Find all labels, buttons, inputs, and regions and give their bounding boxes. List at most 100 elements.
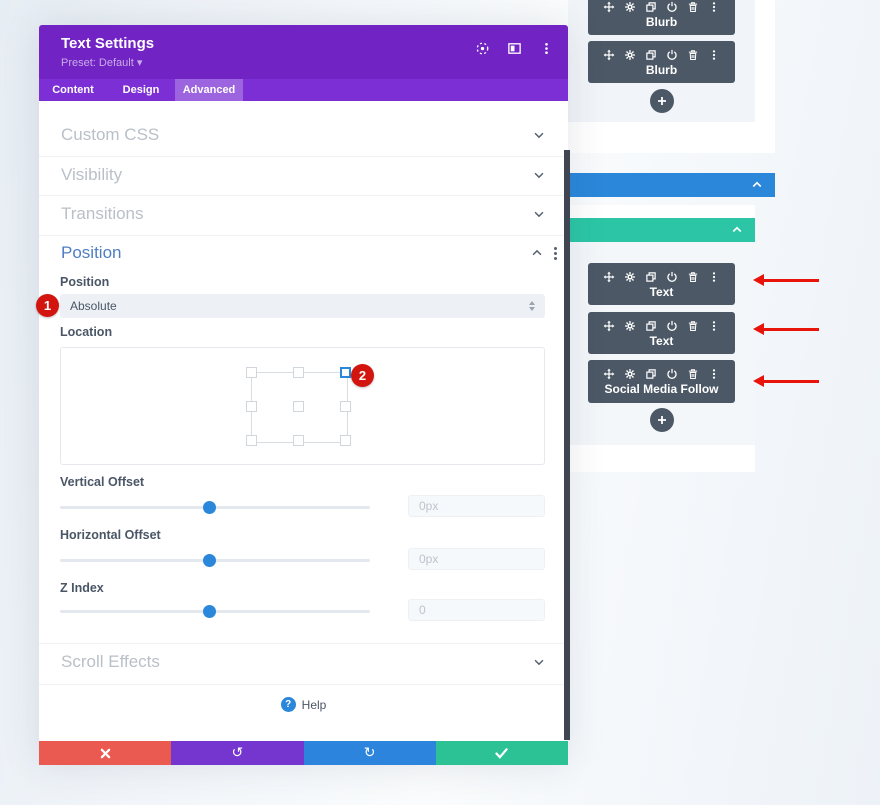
more-options-icon[interactable] — [539, 41, 554, 56]
settings-icon[interactable] — [624, 271, 636, 283]
duplicate-icon[interactable] — [645, 49, 657, 61]
divider — [39, 156, 568, 157]
section-visibility[interactable]: Visibility — [39, 155, 568, 194]
z-index-slider[interactable] — [60, 605, 370, 618]
divider — [39, 235, 568, 236]
options-icon[interactable] — [708, 320, 720, 332]
settings-icon[interactable] — [624, 368, 636, 380]
section-custom-css[interactable]: Custom CSS — [39, 115, 568, 154]
disable-icon[interactable] — [666, 368, 678, 380]
section-label: Transitions — [61, 203, 144, 223]
section-label: Custom CSS — [61, 124, 160, 144]
slider-handle[interactable] — [202, 554, 216, 567]
z-index-label: Z Index — [60, 581, 104, 595]
row-header-bar[interactable] — [566, 218, 755, 242]
section-header-bar[interactable] — [566, 173, 775, 197]
section-label: Position — [61, 243, 122, 262]
options-icon[interactable] — [708, 368, 720, 380]
tab-advanced[interactable]: Advanced — [175, 79, 243, 101]
divider — [39, 195, 568, 196]
location-bottom-right[interactable] — [340, 435, 351, 446]
location-bottom-left[interactable] — [246, 435, 257, 446]
chevron-down-icon — [534, 132, 544, 138]
section-options-icon[interactable] — [554, 246, 557, 260]
check-icon — [495, 747, 509, 759]
modal-tabs: Content Design Advanced — [39, 79, 568, 101]
move-icon[interactable] — [603, 1, 615, 13]
location-center-right[interactable] — [340, 401, 351, 412]
move-icon[interactable] — [603, 368, 615, 380]
add-module-button-bottom[interactable] — [650, 408, 674, 432]
delete-icon[interactable] — [687, 49, 699, 61]
location-bottom-center[interactable] — [293, 435, 304, 446]
horizontal-offset-label: Horizontal Offset — [60, 528, 161, 542]
move-icon[interactable] — [603, 49, 615, 61]
duplicate-icon[interactable] — [645, 320, 657, 332]
redo-button[interactable]: ↻ — [303, 741, 436, 765]
disable-icon[interactable] — [666, 1, 678, 13]
duplicate-icon[interactable] — [645, 1, 657, 13]
module-text-2[interactable]: Text — [588, 312, 735, 354]
disable-icon[interactable] — [666, 271, 678, 283]
z-index-input[interactable] — [408, 599, 545, 621]
undo-button[interactable]: ↺ — [171, 741, 304, 765]
options-icon[interactable] — [708, 1, 720, 13]
delete-icon[interactable] — [687, 368, 699, 380]
delete-icon[interactable] — [687, 320, 699, 332]
location-center-left[interactable] — [246, 401, 257, 412]
discard-button[interactable] — [39, 741, 172, 765]
options-icon[interactable] — [708, 271, 720, 283]
slider-handle[interactable] — [202, 501, 216, 514]
disable-icon[interactable] — [666, 49, 678, 61]
undo-icon: ↺ — [231, 745, 244, 761]
section-position[interactable]: Position — [61, 243, 557, 263]
annotation-arrow-3 — [753, 375, 819, 387]
module-text-1[interactable]: Text — [588, 263, 735, 305]
disable-icon[interactable] — [666, 320, 678, 332]
save-button[interactable] — [435, 741, 568, 765]
annotation-step-2: 2 — [351, 364, 374, 387]
expand-panel-icon[interactable] — [507, 41, 522, 56]
tab-content[interactable]: Content — [52, 84, 94, 96]
horizontal-offset-input[interactable] — [408, 548, 545, 570]
delete-icon[interactable] — [687, 1, 699, 13]
position-select[interactable]: Absolute — [60, 294, 545, 318]
tab-design[interactable]: Design — [122, 84, 160, 96]
duplicate-icon[interactable] — [645, 368, 657, 380]
location-top-center[interactable] — [293, 367, 304, 378]
delete-icon[interactable] — [687, 271, 699, 283]
settings-icon[interactable] — [624, 49, 636, 61]
preset-selector[interactable]: Preset: Default ▾ — [61, 57, 143, 69]
add-module-button-top[interactable] — [650, 89, 674, 113]
options-icon[interactable] — [708, 49, 720, 61]
location-center-center[interactable] — [293, 401, 304, 412]
horizontal-offset-slider[interactable] — [60, 554, 370, 567]
module-social-media-follow[interactable]: Social Media Follow — [588, 360, 735, 403]
vertical-offset-label: Vertical Offset — [60, 475, 145, 489]
module-blurb-2[interactable]: Blurb — [588, 41, 735, 83]
vertical-offset-input[interactable] — [408, 495, 545, 517]
select-stepper-icon — [529, 301, 535, 311]
module-label: Blurb — [645, 62, 678, 77]
section-scroll-effects[interactable]: Scroll Effects — [39, 642, 568, 681]
move-icon[interactable] — [603, 271, 615, 283]
section-label: Scroll Effects — [61, 651, 160, 671]
section-label: Visibility — [61, 164, 123, 184]
vertical-offset-slider[interactable] — [60, 501, 370, 514]
modal-scrollbar[interactable] — [564, 150, 570, 740]
focus-preview-icon[interactable] — [475, 41, 490, 56]
slider-handle[interactable] — [202, 605, 216, 618]
settings-icon[interactable] — [624, 1, 636, 13]
help-link[interactable]: ? Help — [39, 697, 568, 712]
duplicate-icon[interactable] — [645, 271, 657, 283]
location-top-right[interactable] — [340, 367, 351, 378]
settings-icon[interactable] — [624, 320, 636, 332]
module-label: Text — [649, 284, 674, 299]
section-transitions[interactable]: Transitions — [39, 194, 568, 233]
move-icon[interactable] — [603, 320, 615, 332]
location-top-left[interactable] — [246, 367, 257, 378]
module-blurb-1[interactable]: Blurb — [588, 0, 735, 35]
modal-footer: ↺ ↻ — [39, 741, 568, 765]
module-label: Blurb — [645, 14, 678, 29]
